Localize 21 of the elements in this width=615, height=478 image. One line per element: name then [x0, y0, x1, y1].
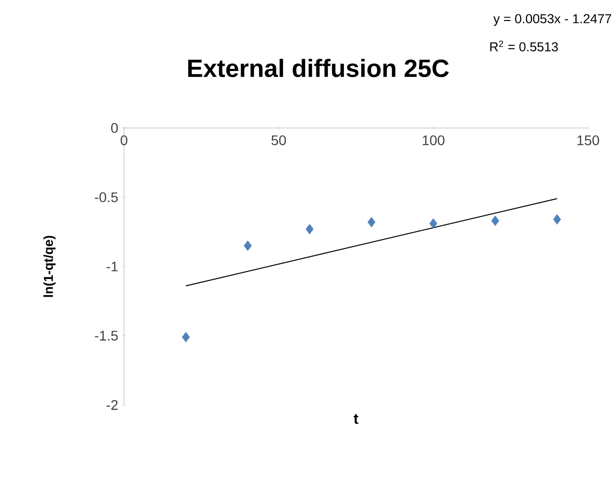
x-axis-title: t — [354, 414, 358, 424]
point — [553, 214, 562, 225]
y-tick-label: -1 — [106, 262, 118, 272]
y-axis-title: ln(1-qt/qe) — [43, 236, 56, 297]
x-tick-label: 100 — [422, 135, 444, 146]
y-tick-label: -2 — [106, 400, 118, 410]
point — [244, 240, 252, 251]
x-tick-label: 150 — [577, 135, 600, 146]
x-tick-label: 50 — [271, 135, 286, 146]
point — [491, 216, 500, 226]
text: y = 0.0053x - 1.2477 — [493, 14, 612, 26]
y-tick-label: -1.5 — [94, 330, 118, 341]
point — [429, 218, 438, 229]
y-tick-label: 0 — [111, 123, 118, 133]
text: R$^{2}$ = 0.5513 — [490, 40, 558, 52]
x-tick-label: 0 — [120, 135, 128, 146]
point — [306, 224, 314, 234]
point — [182, 332, 190, 342]
y-tick-label: -0.5 — [94, 192, 118, 202]
point — [368, 216, 376, 228]
chart-title: External diffusion 25C — [188, 58, 449, 78]
